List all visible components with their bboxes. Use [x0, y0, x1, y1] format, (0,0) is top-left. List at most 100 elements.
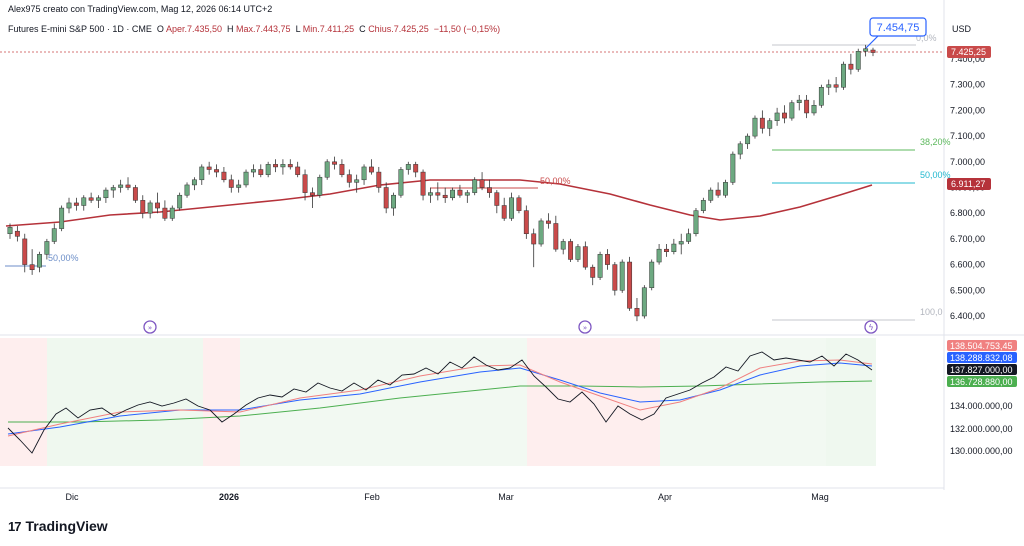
tradingview-logo[interactable]: 17 TradingView [8, 518, 108, 534]
price-tick-label: 7.200,00 [950, 105, 985, 115]
candle-body [184, 184, 190, 196]
candle-body [265, 164, 271, 175]
candle-body [826, 84, 832, 88]
candle-body [177, 194, 183, 209]
candle-body [538, 220, 544, 245]
logo-mark-icon: 17 [8, 518, 22, 534]
indicator-tag-black [947, 364, 1017, 375]
candle-body [745, 135, 751, 145]
candle-body [811, 105, 817, 114]
candle-body [169, 207, 175, 219]
close-label: C [359, 24, 366, 34]
candle-body [693, 210, 699, 235]
candle-body [243, 171, 249, 186]
candle-body [634, 308, 640, 317]
candle-body [509, 197, 515, 219]
candle-body [553, 223, 559, 250]
candle-body [206, 166, 212, 170]
candle-body [546, 220, 551, 224]
candle-body [383, 187, 389, 209]
indicator-axis-labels: 134.000.000,00 132.000.000,00 130.000.000,… [950, 401, 1013, 456]
price-tick-label: 6.500,00 [950, 285, 985, 295]
open-value: Aper.7.435,50 [165, 24, 222, 34]
event-icon-glyph: » [583, 324, 587, 332]
candlestick-series[interactable] [7, 44, 876, 322]
candle-body [258, 169, 264, 175]
indicator-black-line [7, 351, 873, 454]
ma-price-tag [947, 178, 991, 190]
time-tick-label: Apr [658, 492, 672, 502]
price-tick-label: 7.100,00 [950, 131, 985, 141]
price-tick-label: 6.800,00 [950, 208, 985, 218]
candle-body [339, 164, 345, 175]
candle-body [110, 187, 116, 191]
candle-body [627, 261, 633, 309]
candle-body [81, 197, 87, 206]
candle-body [870, 49, 876, 53]
event-icon[interactable] [143, 320, 157, 334]
candle-body [118, 184, 124, 188]
candle-body [833, 84, 839, 88]
symbol-title[interactable]: Futures E-mini S&P 500 · 1D · CME [8, 24, 152, 34]
candle-body [309, 192, 315, 196]
candle-body [737, 143, 743, 155]
time-axis-labels: Dic 2026 Feb Mar Apr Mag [66, 492, 829, 502]
indicator-tag-green [947, 376, 1017, 387]
candle-body [708, 189, 714, 201]
fib-100-label: 100,0 [920, 307, 943, 317]
event-markers[interactable]: » » ϟ [143, 320, 878, 334]
candle-body [221, 171, 227, 181]
left-fib-50-label: 50,00% [48, 253, 79, 263]
price-tick-label: 6.400,00 [950, 311, 985, 321]
candle-body [51, 228, 57, 242]
candle-body [494, 192, 500, 206]
candle-body [302, 174, 308, 193]
time-tick-label: Mar [498, 492, 514, 502]
current-price-tag [947, 46, 991, 58]
candle-body [73, 202, 79, 206]
indicator-series [7, 351, 873, 454]
currency-label: USD [952, 24, 972, 34]
candle-body [103, 189, 109, 199]
dividend-icon[interactable] [864, 320, 878, 334]
candle-body [759, 117, 765, 129]
indicator-band [0, 338, 47, 466]
indicator-band [826, 338, 876, 466]
event-icon-glyph: » [148, 324, 152, 332]
candle-body [214, 169, 219, 173]
candle-body [723, 182, 728, 196]
candle-body [656, 248, 662, 263]
candle-body [191, 179, 197, 186]
candle-body [590, 266, 596, 278]
candle-body [7, 227, 13, 235]
candle-body [848, 63, 854, 70]
candle-body [752, 117, 758, 137]
candle-body [155, 202, 160, 209]
highlight-callout[interactable]: 7.454,75 [865, 17, 927, 49]
event-icon[interactable] [578, 320, 592, 334]
indicator-band [660, 338, 826, 466]
candle-body [457, 189, 463, 196]
candle-body [700, 200, 706, 211]
candle-body [531, 233, 537, 245]
candle-body [730, 153, 736, 183]
candle-body [818, 87, 824, 106]
candle-body [442, 194, 448, 199]
open-label: O [156, 24, 164, 34]
fib-0-label: 0,0% [916, 33, 937, 43]
candle-body [66, 202, 72, 209]
candle-body [568, 241, 574, 260]
indicator-tag-blue-text: 138.288.832,08 [950, 353, 1013, 363]
indicator-tick-label: 130.000.000,00 [950, 446, 1013, 456]
candle-body [405, 164, 411, 170]
price-tick-label: 7.400,00 [950, 54, 985, 64]
fib-retracement-lines[interactable] [5, 44, 916, 321]
candle-body [37, 254, 42, 268]
candle-body [619, 261, 625, 291]
candle-body [472, 179, 478, 193]
candle-body [487, 187, 492, 193]
price-tick-label: 6.600,00 [950, 260, 985, 270]
candle-body [44, 241, 50, 255]
time-tick-label: Feb [364, 492, 380, 502]
